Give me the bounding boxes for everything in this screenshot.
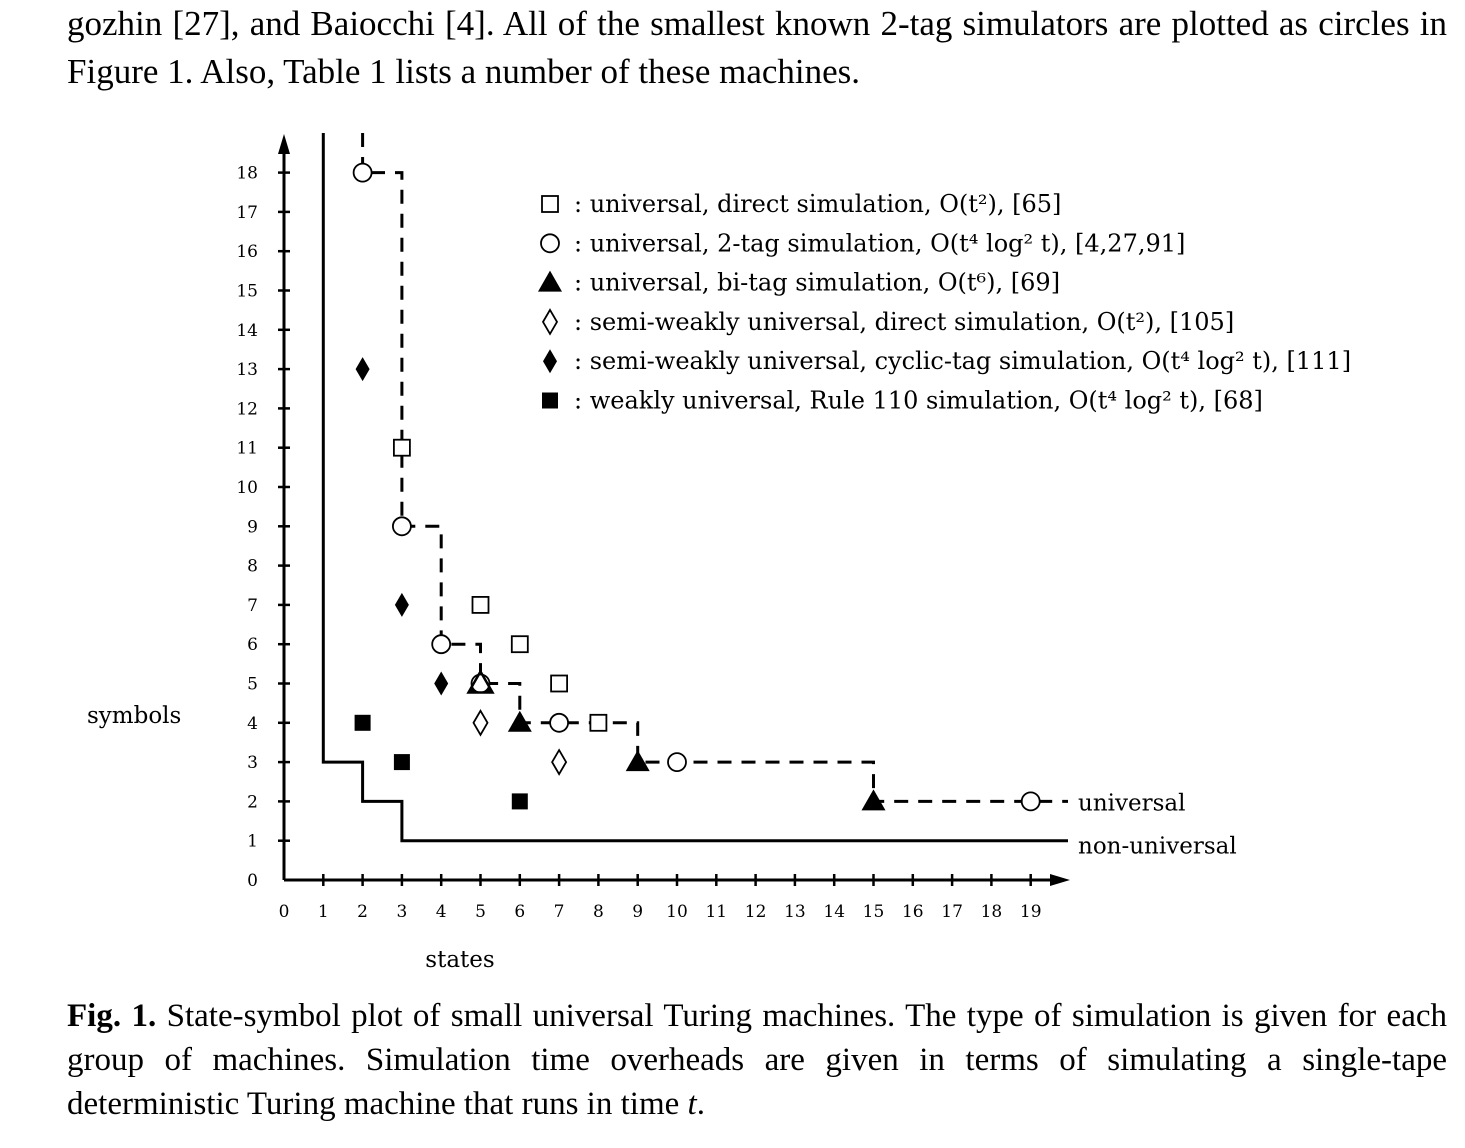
x-tick-label: 9 (632, 902, 643, 922)
point-open-square (589, 713, 608, 732)
y-tick-label: 12 (236, 399, 258, 419)
point-open-circle (352, 162, 373, 183)
x-tick-label: 6 (514, 902, 525, 922)
legend-marker-filled-triangle (538, 270, 562, 292)
point-filled-triangle (625, 750, 650, 772)
legend-entry: : semi-weakly universal, direct simulati… (574, 308, 1234, 336)
x-tick-label: 17 (941, 902, 963, 922)
legend: : universal, direct simulation, O(t²), [… (538, 190, 1351, 415)
x-tick-label: 16 (902, 902, 924, 922)
legend-marker-open-square (541, 195, 559, 213)
point-open-circle (667, 752, 687, 772)
boundary-universal (361, 133, 1068, 803)
legend-entry: : semi-weakly universal, cyclic-tag simu… (574, 347, 1351, 375)
caption-variable: t (687, 1086, 697, 1122)
legend-entry: : weakly universal, Rule 110 simulation,… (574, 387, 1263, 415)
legend-entry: : universal, 2-tag simulation, O(t⁴ log²… (574, 229, 1185, 257)
x-tick-label: 14 (823, 902, 845, 922)
y-tick-label: 10 (236, 478, 258, 498)
point-open-square (510, 635, 529, 654)
legend-entry: : universal, bi-tag simulation, O(t⁶), [… (574, 269, 1060, 297)
y-tick-label: 0 (247, 871, 258, 891)
boundary-non-universal (321, 133, 1068, 843)
legend-marker-open-diamond (541, 308, 559, 336)
point-filled-diamond (394, 592, 409, 617)
intro-paragraph: gozhin [27], and Baiocchi [4]. All of th… (67, 4, 1447, 91)
y-tick-label: 13 (236, 360, 258, 380)
legend-marker-open-circle (540, 233, 560, 254)
x-tick-label: 19 (1020, 902, 1042, 922)
x-tick-label: 1 (318, 902, 329, 922)
legend-entry: : universal, direct simulation, O(t²), [… (574, 190, 1061, 218)
y-tick-label: 8 (247, 557, 258, 577)
y-tick-label: 9 (247, 517, 258, 537)
figure-caption: Fig. 1. State-symbol plot of small unive… (67, 994, 1447, 1126)
y-tick-label: 18 (236, 164, 258, 184)
point-open-square (392, 438, 411, 457)
boundary-label-universal: universal (1078, 790, 1185, 816)
y-tick-label: 6 (247, 635, 258, 655)
point-filled-diamond (355, 357, 370, 382)
x-tick-label: 2 (357, 902, 368, 922)
data-points (352, 162, 1041, 812)
x-tick-label: 15 (863, 902, 885, 922)
point-open-circle (431, 634, 452, 655)
point-open-circle (391, 516, 412, 537)
x-tick-label: 10 (666, 902, 688, 922)
point-filled-diamond (434, 671, 449, 696)
point-open-circle (549, 712, 569, 733)
caption-text: State-symbol plot of small universal Tur… (67, 998, 1447, 1122)
y-tick-label: 17 (236, 203, 258, 223)
point-filled-square (354, 714, 371, 731)
x-tick-label: 13 (784, 902, 806, 922)
x-tick-label: 18 (981, 902, 1003, 922)
y-tick-label: 11 (236, 439, 258, 459)
point-open-diamond (472, 709, 489, 737)
y-axis-label: symbols (87, 703, 181, 729)
axes: 0 1 2 3 4 5 6 7 8 9 10 11 12 13 14 15 16 17 18 190123456789… (236, 134, 1070, 922)
x-tick-label: 8 (593, 902, 604, 922)
point-filled-square (511, 793, 528, 810)
point-open-diamond (551, 748, 568, 776)
legend-marker-filled-diamond (543, 349, 557, 374)
y-tick-label: 14 (236, 321, 258, 341)
y-tick-label: 2 (247, 792, 258, 812)
point-open-circle (1020, 791, 1041, 812)
point-open-square (550, 674, 568, 693)
point-filled-triangle (861, 789, 886, 811)
point-open-square (471, 596, 490, 614)
x-tick-label: 3 (396, 902, 407, 922)
y-tick-label: 15 (236, 282, 258, 302)
x-tick-label: 0 (279, 902, 290, 922)
x-tick-label: 4 (436, 902, 447, 922)
x-tick-label: 5 (475, 902, 486, 922)
x-tick-label: 12 (745, 902, 767, 922)
legend-marker-filled-square (542, 392, 558, 409)
point-filled-triangle (507, 710, 532, 732)
boundary-label-non-universal: non-universal (1078, 834, 1237, 860)
y-tick-label: 5 (247, 675, 258, 695)
caption-end: . (696, 1086, 705, 1122)
y-tick-label: 7 (247, 596, 258, 616)
y-tick-label: 3 (247, 753, 258, 773)
y-tick-label: 4 (247, 714, 258, 734)
point-overlap-triangle (466, 668, 495, 694)
x-tick-label: 7 (554, 902, 565, 922)
x-tick-label: 11 (705, 902, 727, 922)
y-tick-label: 16 (236, 242, 258, 262)
caption-label: Fig. 1. (67, 998, 157, 1034)
boundary-lines: universal non-universal (321, 133, 1237, 860)
x-axis-arrow (1050, 874, 1070, 886)
x-axis-label: states (425, 947, 494, 973)
point-filled-square (393, 754, 410, 771)
y-tick-label: 1 (247, 832, 258, 852)
y-axis-arrow (278, 134, 290, 154)
